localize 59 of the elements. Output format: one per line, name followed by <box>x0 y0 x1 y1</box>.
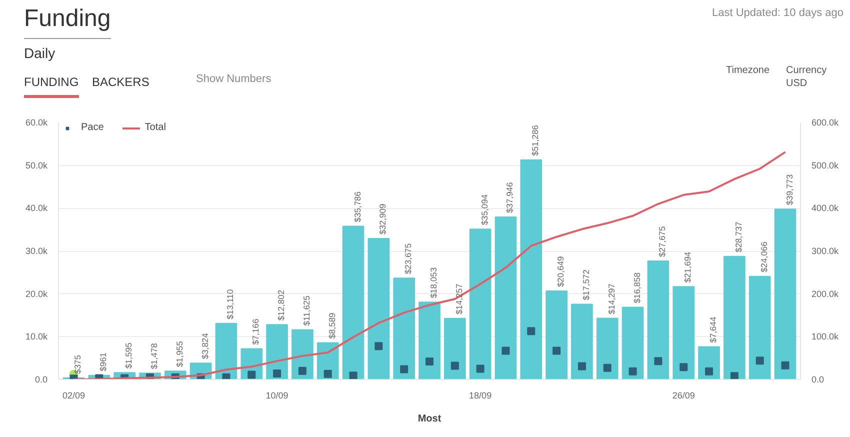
data-label: $37,946 <box>504 182 515 213</box>
data-label: $23,675 <box>403 243 414 274</box>
y-tick-label: 50.0k <box>25 160 48 170</box>
data-label: $1,955 <box>174 340 184 368</box>
data-label: $21,694 <box>682 252 693 283</box>
data-label: $51,286 <box>530 124 540 156</box>
y-tick-label: 0.0 <box>34 374 48 384</box>
data-label: $27,675 <box>657 226 668 257</box>
data-label: $39,773 <box>784 174 794 206</box>
y2-tick-label: 600.0k <box>812 118 840 128</box>
y-tick-label: 20.0k <box>25 288 48 299</box>
legend-label: Pace <box>81 122 104 133</box>
y2-tick-label: 0.0 <box>812 374 824 384</box>
text: Currency <box>786 64 827 78</box>
y-tick-label: 60.0k <box>25 118 48 128</box>
data-label: $11,625 <box>301 295 312 326</box>
y-tick-label: 30.0k <box>25 246 48 256</box>
y-tick-label: 10.0k <box>25 332 48 342</box>
text: Timezone <box>726 64 770 78</box>
data-label: $20,649 <box>556 256 566 288</box>
data-label: $1,478 <box>148 342 159 370</box>
data-label: $14,297 <box>606 283 616 314</box>
y-tick-label: 40.0k <box>25 203 48 214</box>
y2-tick-label: 500.0k <box>812 160 840 170</box>
legend-label: Total <box>144 122 166 133</box>
y2-tick-label: 400.0k <box>812 203 840 214</box>
data-label: $1,595 <box>124 342 134 369</box>
data-label: $961 <box>98 352 108 372</box>
text: Last Updated: 10 days ago <box>712 6 844 21</box>
data-label: $7,644 <box>708 316 718 343</box>
text: FUNDING <box>24 74 79 98</box>
data-label: $16,858 <box>632 272 642 304</box>
text: BACKERS <box>92 74 150 91</box>
data-label: $7,166 <box>250 318 261 345</box>
data-label: $32,909 <box>378 204 388 235</box>
data-label: $375 <box>72 354 83 374</box>
chart-subtitle: Daily <box>24 44 56 63</box>
x-tick-label: 02/09 <box>62 390 86 400</box>
data-label: $28,737 <box>733 221 744 252</box>
x-tick-label: 18/09 <box>469 390 492 400</box>
data-label: $14,257 <box>454 283 464 314</box>
y2-tick-label: 300.0k <box>812 246 840 256</box>
data-label: $24,066 <box>758 241 769 272</box>
y2-tick-label: 200.0k <box>812 288 840 299</box>
x-tick-label: 26/09 <box>672 390 695 400</box>
data-label: $13,110 <box>225 288 236 320</box>
text: USD <box>786 77 808 91</box>
text: Show Numbers <box>196 72 272 87</box>
y2-tick-label: 100.0k <box>812 332 840 342</box>
data-label: $3,824 <box>200 332 210 360</box>
data-label: $18,053 <box>428 267 438 298</box>
data-label: $35,094 <box>479 194 490 226</box>
data-label: $17,572 <box>580 269 591 300</box>
text: Most <box>418 414 442 424</box>
data-label: $35,786 <box>352 191 362 222</box>
chart-title: Funding <box>24 2 111 40</box>
data-label: $8,589 <box>326 312 337 339</box>
x-tick-label: 10/09 <box>266 390 288 400</box>
data-label: $12,802 <box>276 290 286 321</box>
